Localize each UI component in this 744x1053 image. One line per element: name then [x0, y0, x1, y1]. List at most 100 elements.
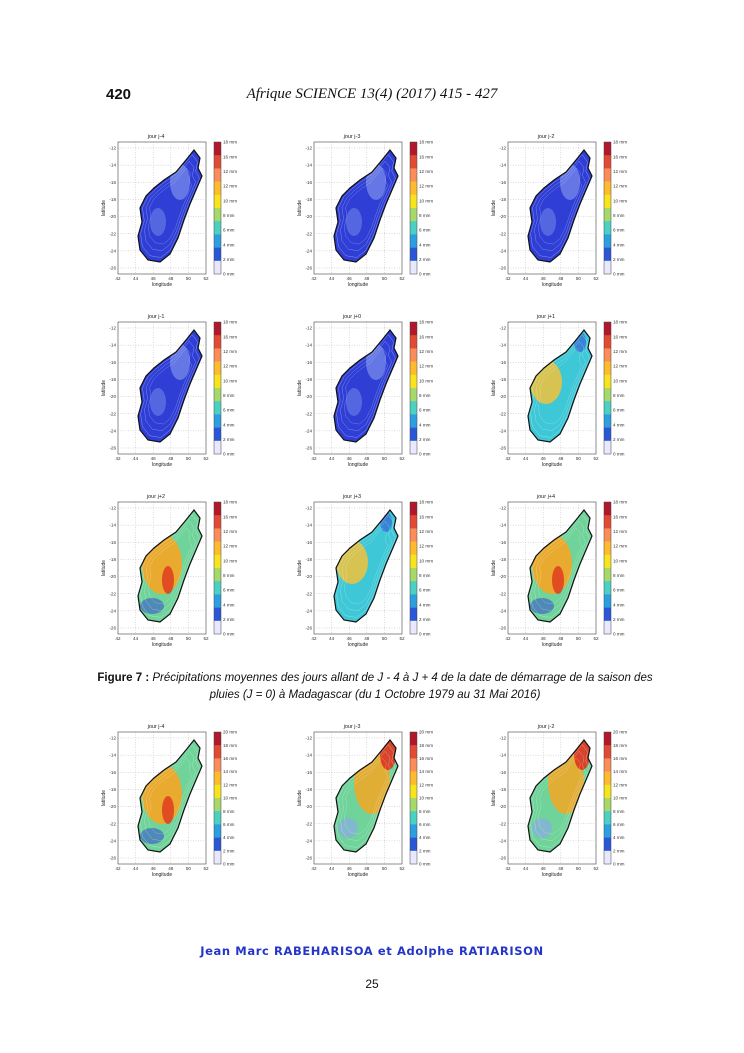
colorbar-segment [604, 568, 611, 582]
map-panel-title: jour j+0 [342, 314, 361, 320]
y-tick-label: -16 [499, 360, 506, 365]
colorbar-segment [604, 594, 611, 608]
x-axis-label: longitude [348, 872, 369, 878]
x-tick-label: 48 [558, 636, 564, 641]
colorbar-label: 12 mm [223, 169, 237, 174]
colorbar-segment [410, 155, 417, 169]
colorbar-segment [214, 247, 221, 262]
y-tick-label: -22 [109, 411, 116, 416]
colorbar-segment [410, 440, 417, 455]
map-panel-title: jour j-4 [147, 134, 165, 140]
map-panel-f8-2: jour j-2 42 44 46 48 50 52 -12 -14 -16 -18 -20 -22 -2… [490, 722, 640, 892]
x-tick-label: 50 [186, 636, 192, 641]
colorbar-label: 18 mm [419, 743, 433, 748]
y-tick-label: -24 [109, 838, 116, 843]
colorbar-segment [410, 771, 417, 786]
map-panel-title: jour j+4 [536, 494, 555, 500]
y-tick-label: -22 [305, 591, 312, 596]
colorbar-segment [604, 811, 611, 825]
colorbar-label: 8 mm [419, 809, 431, 814]
colorbar-segment [410, 581, 417, 595]
y-tick-label: -26 [499, 856, 506, 861]
map-panel-f7-0: jour j-4 42 44 46 48 50 52 -12 -14 -16 -18 -20 -22 -2… [100, 132, 250, 302]
y-tick-label: -16 [499, 770, 506, 775]
x-tick-label: 46 [347, 636, 353, 641]
coastline [527, 329, 593, 443]
x-tick-label: 44 [523, 456, 529, 461]
colorbar-segment [214, 374, 221, 389]
colorbar-segment [214, 758, 221, 772]
x-tick-label: 48 [364, 636, 370, 641]
y-tick-label: -12 [305, 736, 312, 741]
colorbar-label: 4 mm [419, 242, 431, 247]
map-panel-title: jour j-3 [343, 724, 361, 730]
colorbar-label: 6 mm [419, 408, 431, 413]
x-axis-label: longitude [152, 282, 173, 288]
colorbar-segment [214, 581, 221, 595]
y-tick-label: -12 [109, 506, 116, 511]
y-tick-label: -22 [305, 821, 312, 826]
y-tick-label: -24 [499, 838, 506, 843]
colorbar-label: 0 mm [223, 272, 235, 277]
x-tick-label: 50 [186, 456, 192, 461]
y-tick-label: -14 [305, 163, 312, 168]
colorbar-label: 8 mm [419, 573, 431, 578]
x-tick-label: 46 [541, 636, 547, 641]
y-tick-label: -16 [109, 770, 116, 775]
colorbar-label: 8 mm [223, 213, 235, 218]
authors: Jean Marc RABEHARISOA et Adolphe RATIARI… [200, 944, 544, 958]
colorbar-segment [410, 361, 417, 376]
colorbar-segment [214, 502, 221, 516]
y-tick-label: -20 [499, 214, 506, 219]
y-tick-label: -22 [499, 821, 506, 826]
y-tick-label: -24 [305, 248, 312, 253]
colorbar-segment [214, 824, 221, 838]
colorbar-segment [604, 502, 611, 516]
y-axis-label: latitude [297, 200, 303, 216]
y-axis-label: latitude [491, 380, 497, 396]
colorbar-segment [604, 181, 611, 196]
colorbar-label: 12 mm [419, 349, 433, 354]
x-tick-label: 46 [151, 276, 157, 281]
colorbar-label: 4 mm [613, 242, 625, 247]
colorbar-label: 16 mm [223, 154, 237, 159]
x-tick-label: 42 [505, 456, 511, 461]
colorbar-segment [604, 142, 611, 156]
colorbar-label: 8 mm [223, 809, 235, 814]
y-axis-label: latitude [491, 200, 497, 216]
colorbar-segment [410, 502, 417, 516]
y-tick-label: -18 [499, 557, 506, 562]
colorbar-label: 18 mm [613, 320, 627, 325]
x-tick-label: 44 [329, 636, 335, 641]
x-tick-label: 46 [347, 456, 353, 461]
colorbar-label: 10 mm [419, 378, 433, 383]
y-tick-label: -12 [109, 736, 116, 741]
y-tick-label: -14 [109, 163, 116, 168]
y-tick-label: -20 [499, 804, 506, 809]
y-tick-label: -20 [499, 574, 506, 579]
map-panel-svg: jour j-3 42 44 46 48 50 52 -12 -14 -16 -18 -20 -22 -2… [297, 134, 433, 288]
colorbar-segment [604, 515, 611, 529]
colorbar-label: 16 mm [613, 756, 627, 761]
y-tick-label: -16 [109, 180, 116, 185]
colorbar-label: 4 mm [223, 422, 235, 427]
x-tick-label: 48 [558, 866, 564, 871]
x-tick-label: 46 [541, 456, 547, 461]
colorbar-segment [604, 837, 611, 852]
y-tick-label: -12 [109, 146, 116, 151]
map-panel-f7-7: jour j+3 42 44 46 48 50 52 -12 -14 -16 -18 -20 -22 -2… [296, 492, 446, 662]
y-tick-label: -24 [499, 248, 506, 253]
colorbar-segment [604, 234, 611, 248]
colorbar-label: 12 mm [613, 349, 627, 354]
map-panel-svg: jour j-2 42 44 46 48 50 52 -12 -14 -16 -18 -20 -22 -2… [491, 134, 627, 288]
colorbar-label: 2 mm [223, 617, 235, 622]
x-axis-label: longitude [542, 462, 563, 468]
colorbar-segment [214, 811, 221, 825]
colorbar-label: 16 mm [223, 514, 237, 519]
colorbar-segment [410, 798, 417, 812]
page-number-bottom: 25 [365, 977, 379, 991]
colorbar-segment [604, 850, 611, 865]
y-tick-label: -16 [305, 360, 312, 365]
colorbar-segment [410, 745, 417, 759]
colorbar-segment [214, 771, 221, 786]
